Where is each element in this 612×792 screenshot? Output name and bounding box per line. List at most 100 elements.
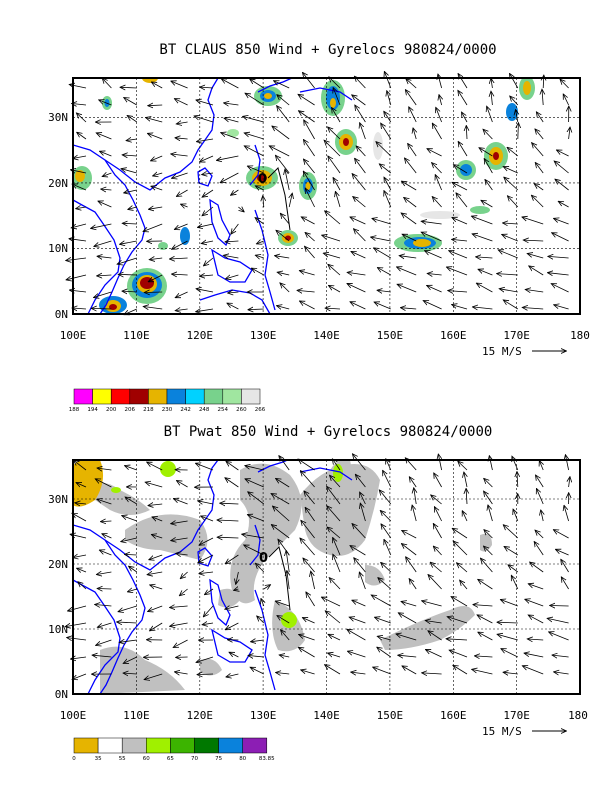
wind-vector (74, 461, 87, 471)
wind-vector (227, 303, 239, 310)
wind-vector (224, 118, 239, 123)
wind-vector (299, 635, 315, 641)
wind-vector (355, 159, 366, 174)
wind-vector (245, 93, 265, 106)
colorbar-label: 260 (236, 407, 247, 413)
colorbar-label: 60 (143, 756, 150, 762)
wind-vector (128, 207, 137, 209)
wind-vector (488, 505, 493, 522)
wind-vector (548, 618, 569, 624)
wind-vector (523, 308, 544, 310)
panel1-frame (72, 77, 581, 315)
wind-vector (256, 186, 264, 190)
wind-vector (328, 635, 341, 641)
wind-vector (557, 150, 569, 157)
wind-vector (535, 129, 544, 140)
colorbar-swatch (97, 737, 123, 754)
wind-vector (301, 471, 315, 488)
wind-vector (466, 489, 467, 505)
wind-vector (201, 516, 214, 522)
wind-vector (484, 491, 493, 505)
wind-vector (148, 504, 163, 506)
wind-vector (399, 613, 417, 624)
wind-vector (451, 597, 468, 607)
wind-vector (402, 531, 417, 539)
wind-vector (350, 217, 366, 225)
y-tick-label: 30N (48, 111, 68, 124)
wind-vector (378, 268, 391, 276)
wind-vector (333, 178, 341, 191)
wind-vector (231, 223, 239, 234)
wind-vector (355, 105, 366, 123)
wind-vector (431, 495, 442, 505)
wind-vector (301, 670, 315, 675)
panel2-gridlines (73, 460, 580, 694)
wind-vector (536, 475, 544, 488)
wind-vector (504, 547, 519, 556)
wind-vector (76, 483, 87, 488)
wind-vector (203, 623, 214, 625)
wind-vector (248, 166, 264, 174)
panel1-title: BT CLAUS 850 Wind + Gyrelocs 980824/0000 (159, 42, 496, 58)
x-tick-label: 100E (60, 329, 87, 342)
wind-vector (271, 494, 290, 505)
x-tick-label: 170E (503, 329, 530, 342)
wind-vector (121, 169, 137, 174)
wind-vector (380, 164, 392, 174)
wind-vector (252, 268, 264, 276)
colorbar-swatch (185, 388, 205, 405)
wind-vector (277, 95, 290, 106)
wind-vector (428, 274, 442, 276)
wind-vector (537, 489, 544, 505)
wind-vector (503, 223, 518, 224)
wind-vector (458, 74, 468, 89)
wind-vector (491, 92, 492, 106)
wind-vector (278, 272, 290, 275)
wind-vector (352, 95, 366, 106)
wind-vector (148, 105, 163, 106)
wind-vector (303, 73, 315, 89)
wind-vector (351, 672, 366, 674)
wind-vector (120, 87, 137, 88)
x-tick-label: 130E (250, 709, 277, 722)
wind-vector (360, 493, 366, 505)
wind-vector (256, 564, 265, 573)
wind-vector (250, 79, 265, 89)
wind-vector (478, 269, 493, 276)
wind-vector (449, 251, 468, 259)
ref-vector-panel1: 15 M/S (482, 345, 566, 358)
wind-vector (204, 257, 214, 266)
wind-vector (117, 622, 137, 623)
wind-vector (534, 542, 544, 556)
wind-vector (171, 538, 188, 541)
wind-vector (273, 506, 290, 522)
wind-vector (452, 218, 468, 225)
wind-vector (272, 126, 290, 140)
wind-vector (375, 617, 391, 624)
wind-vector (276, 601, 290, 607)
wind-vector (301, 521, 315, 539)
wind-vector (352, 174, 366, 191)
wind-vector (77, 133, 87, 140)
wind-vector (499, 250, 518, 259)
wind-vector (549, 632, 569, 641)
wind-vector (347, 284, 366, 293)
wind-vector (528, 254, 544, 259)
wind-vector (145, 292, 163, 293)
wind-vector (151, 186, 163, 190)
colorbar-swatch (203, 388, 224, 405)
wind-vector (560, 80, 569, 89)
wind-vector (256, 255, 264, 258)
x-tick-label: 110E (123, 709, 150, 722)
wind-vector (204, 605, 214, 617)
wind-vector (333, 555, 341, 573)
wind-vector (410, 477, 417, 488)
wind-vector (462, 112, 468, 123)
wind-vector (522, 217, 544, 225)
wind-vector (251, 640, 264, 642)
gyre-marker-panel2: 0 (259, 551, 268, 566)
colorbar-label: 55 (119, 756, 126, 762)
wind-vector (517, 472, 518, 488)
wind-vector (103, 173, 112, 176)
